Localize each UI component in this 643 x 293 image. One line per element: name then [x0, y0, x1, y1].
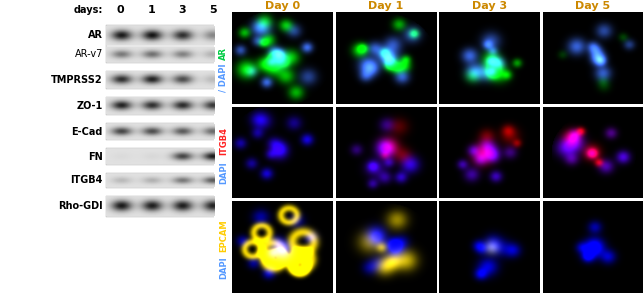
- Text: AR: AR: [219, 47, 228, 60]
- Text: days:: days:: [73, 5, 103, 15]
- Text: 1: 1: [147, 5, 155, 15]
- Text: ITGB4: ITGB4: [71, 176, 103, 185]
- Text: TMPRSS2: TMPRSS2: [51, 75, 103, 85]
- Bar: [106, 173, 227, 188]
- Text: Day 3: Day 3: [472, 1, 507, 11]
- Text: EPCAM: EPCAM: [219, 220, 228, 252]
- Bar: [106, 196, 227, 217]
- Text: E-Cad: E-Cad: [71, 127, 103, 137]
- Text: DAPI: DAPI: [219, 161, 228, 184]
- Text: Day 0: Day 0: [265, 1, 300, 11]
- Text: ZO-1: ZO-1: [77, 101, 103, 111]
- Text: AR-v7: AR-v7: [75, 50, 103, 59]
- Text: DAPI: DAPI: [219, 256, 228, 279]
- Bar: [106, 71, 227, 89]
- Text: FN: FN: [88, 152, 103, 162]
- Text: ITGB4: ITGB4: [219, 127, 228, 156]
- Text: AR: AR: [88, 30, 103, 40]
- Bar: [106, 148, 227, 165]
- Text: 3: 3: [178, 5, 186, 15]
- Text: Day 5: Day 5: [575, 1, 610, 11]
- Bar: [106, 25, 227, 63]
- Text: / DAPI: / DAPI: [219, 64, 228, 92]
- Bar: [106, 123, 227, 140]
- Text: Rho-GDI: Rho-GDI: [59, 201, 103, 212]
- Text: 5: 5: [210, 5, 217, 15]
- Bar: [106, 97, 227, 115]
- Text: 0: 0: [116, 5, 124, 15]
- Text: Day 1: Day 1: [368, 1, 404, 11]
